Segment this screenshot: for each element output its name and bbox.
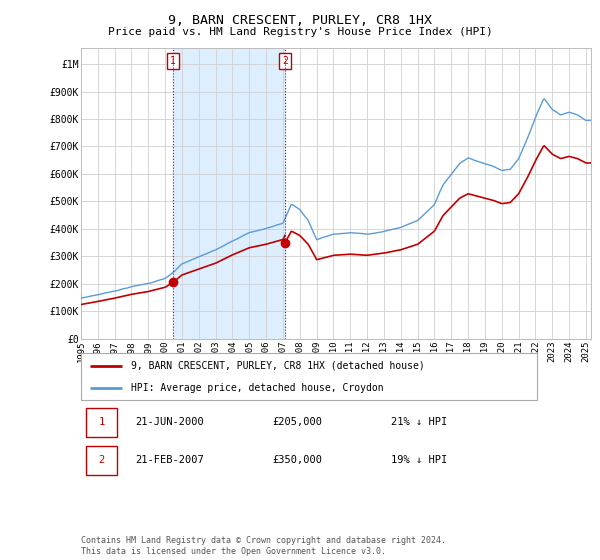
- Text: 21-JUN-2000: 21-JUN-2000: [136, 417, 205, 427]
- Text: 19% ↓ HPI: 19% ↓ HPI: [391, 455, 448, 465]
- Text: 21-FEB-2007: 21-FEB-2007: [136, 455, 205, 465]
- Text: 1: 1: [170, 55, 176, 66]
- Text: 1: 1: [98, 417, 104, 427]
- Text: 2: 2: [98, 455, 104, 465]
- Text: Contains HM Land Registry data © Crown copyright and database right 2024.
This d: Contains HM Land Registry data © Crown c…: [81, 536, 446, 556]
- Text: £205,000: £205,000: [272, 417, 323, 427]
- Text: 21% ↓ HPI: 21% ↓ HPI: [391, 417, 448, 427]
- Text: 9, BARN CRESCENT, PURLEY, CR8 1HX (detached house): 9, BARN CRESCENT, PURLEY, CR8 1HX (detac…: [131, 361, 425, 371]
- Bar: [86, 408, 118, 437]
- Bar: [86, 446, 118, 475]
- Text: 9, BARN CRESCENT, PURLEY, CR8 1HX: 9, BARN CRESCENT, PURLEY, CR8 1HX: [168, 14, 432, 27]
- Text: Price paid vs. HM Land Registry's House Price Index (HPI): Price paid vs. HM Land Registry's House …: [107, 27, 493, 37]
- Text: £350,000: £350,000: [272, 455, 323, 465]
- Text: 2: 2: [282, 55, 288, 66]
- Text: HPI: Average price, detached house, Croydon: HPI: Average price, detached house, Croy…: [131, 382, 384, 393]
- Bar: [173, 48, 285, 339]
